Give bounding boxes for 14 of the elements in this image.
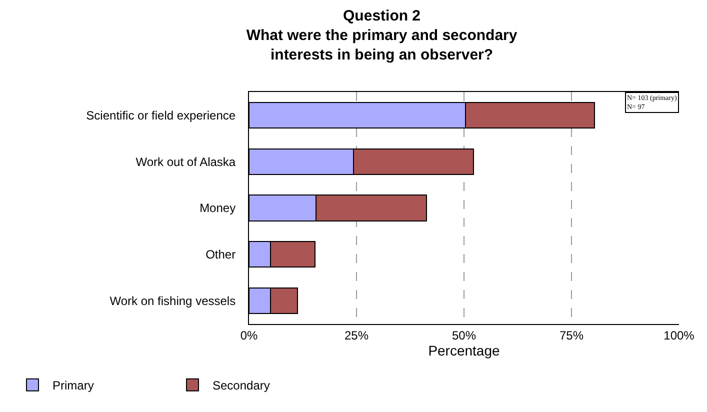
- x-tick-label: 50%: [452, 328, 476, 342]
- y-tick-label: Money: [200, 201, 236, 216]
- chart-title: Question 2 What were the primary and secondary interests in being an observer?: [246, 8, 518, 64]
- x-tick-label: 25%: [344, 328, 369, 342]
- y-tick-label: Scientific or field experience: [86, 108, 236, 122]
- y-tick-label: Work out of Alaska: [136, 154, 236, 169]
- legend-label: Primary: [52, 378, 94, 393]
- legend-label: Secondary: [212, 378, 270, 393]
- x-tick-label: 0%: [240, 328, 258, 342]
- y-tick-label: Other: [206, 248, 236, 262]
- y-tick-label: Work on fishing vessels: [110, 294, 236, 308]
- x-axis-title: Percentage: [428, 342, 500, 358]
- x-tick-label: 100%: [664, 328, 695, 342]
- x-tick-label: 75%: [559, 328, 584, 342]
